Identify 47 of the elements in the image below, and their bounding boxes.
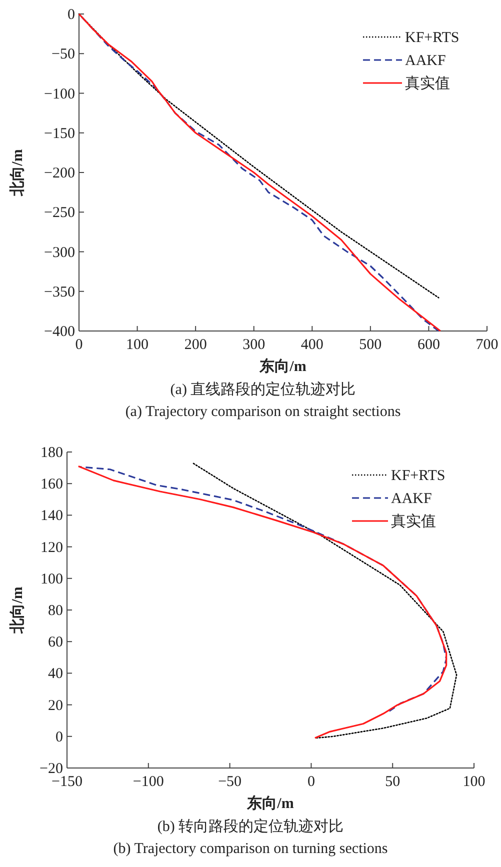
y-tick-label: 0 [56, 729, 63, 746]
y-tick-label: 20 [48, 698, 63, 714]
legend-label: KF+RTS [405, 30, 460, 46]
y-tick-label: 180 [40, 445, 63, 461]
y-tick-label: 160 [40, 476, 63, 493]
x-tick-label: 300 [242, 337, 266, 353]
x-tick-label: 400 [300, 337, 324, 353]
text: (b) 转向路段的定位轨迹对比 [157, 818, 344, 835]
x-tick-label: 100 [462, 774, 486, 790]
y-tick-label: −100 [44, 86, 75, 102]
x-tick-label: 700 [476, 337, 498, 353]
text: (a) Trajectory comparison on straight sections [125, 404, 401, 420]
y-tick-label: 40 [48, 666, 63, 682]
x-axis-title: 东向/m [246, 794, 294, 812]
y-tick-label: 0 [68, 7, 75, 23]
legend-label: 真实值 [391, 513, 436, 530]
x-tick-label: 500 [359, 337, 382, 353]
y-tick-label: 140 [40, 508, 63, 524]
y-tick-label: −400 [44, 324, 75, 340]
y-tick-label: −150 [44, 126, 75, 142]
y-tick-label: −50 [52, 46, 75, 63]
y-tick-label: 100 [40, 571, 63, 588]
x-tick-label: −100 [132, 774, 164, 790]
y-tick-label: −200 [44, 166, 75, 182]
legend-label: AAKF [391, 491, 432, 507]
y-axis-title: 北向/m [9, 148, 26, 197]
legend-label: AAKF [405, 53, 446, 69]
line-series [192, 462, 458, 739]
y-tick-label: −300 [44, 244, 75, 261]
y-tick-label: 80 [48, 603, 63, 619]
legend-label: 真实值 [405, 75, 450, 92]
x-tick-label: −50 [218, 774, 242, 790]
x-tick-label: 200 [184, 337, 207, 353]
x-tick-label: 100 [126, 337, 149, 353]
y-tick-label: 60 [48, 634, 63, 651]
y-axis-title: 北向/m [9, 586, 26, 634]
text: (a) 直线路段的定位轨迹对比 [170, 381, 356, 398]
legend-label: KF+RTS [391, 468, 446, 484]
x-tick-label: 600 [417, 337, 440, 353]
y-tick-label: −20 [40, 761, 63, 777]
y-tick-label: 120 [40, 540, 63, 556]
x-tick-label: 50 [385, 774, 400, 790]
x-axis-title: 东向/m [258, 357, 307, 375]
y-tick-label: −350 [44, 284, 75, 300]
x-tick-label: 0 [307, 774, 315, 790]
text: (b) Trajectory comparison on turning sections [113, 841, 388, 857]
y-tick-label: −250 [44, 205, 75, 222]
